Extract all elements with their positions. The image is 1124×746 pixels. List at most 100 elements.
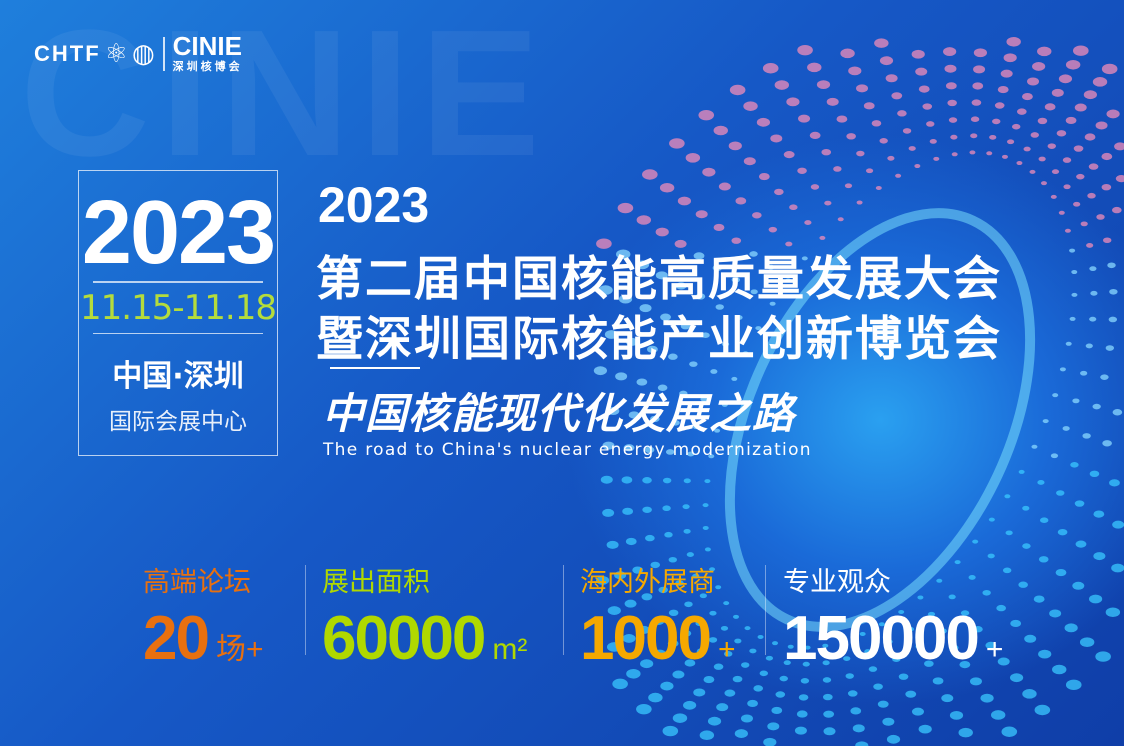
swirl-dot	[1095, 121, 1108, 130]
swirl-dot	[848, 66, 862, 76]
swirl-dot	[973, 48, 988, 58]
swirl-dot	[774, 80, 790, 90]
swirl-dot	[891, 92, 903, 100]
swirl-dot	[1079, 637, 1095, 648]
swirl-dot	[1052, 664, 1067, 675]
swirl-dot	[702, 167, 716, 177]
swirl-dot	[695, 620, 704, 627]
swirl-dot	[1006, 139, 1015, 145]
swirl-dot	[724, 689, 736, 697]
swirl-dot	[720, 625, 729, 631]
swirl-dot	[632, 566, 644, 574]
swirl-dot	[1095, 651, 1111, 662]
swirl-dot	[731, 376, 738, 381]
swirl-dot	[765, 655, 774, 661]
swirl-dot	[873, 683, 883, 690]
swirl-dot	[1112, 520, 1124, 529]
swirl-dot	[1101, 63, 1118, 75]
swirl-dot	[1037, 117, 1048, 125]
swirl-dot	[986, 151, 993, 156]
swirl-dot	[642, 169, 658, 180]
swirl-dot	[895, 173, 902, 178]
swirl-dot	[878, 622, 885, 627]
swirl-dot	[644, 446, 655, 454]
swirl-dot	[686, 552, 694, 557]
swirl-dot	[596, 238, 612, 249]
swirl-dot	[798, 694, 809, 701]
swirl-dot	[626, 668, 641, 679]
swirl-dot	[992, 118, 1001, 125]
swirl-dot	[973, 626, 983, 633]
swirl-dot	[615, 372, 628, 381]
swirl-dot	[970, 116, 980, 123]
swirl-dot	[708, 454, 715, 459]
swirl-dot	[692, 573, 700, 579]
swirl-dot	[954, 560, 961, 565]
swirl-dot	[941, 694, 954, 703]
swirl-dot	[701, 332, 710, 339]
swirl-dot	[1038, 649, 1052, 659]
swirl-dot	[850, 707, 862, 715]
swirl-dot	[882, 717, 895, 726]
swirl-dot	[1050, 453, 1059, 459]
swirl-dot	[944, 64, 957, 73]
swirl-dot	[847, 690, 858, 697]
swirl-dot	[1051, 88, 1064, 97]
swirl-dot	[794, 726, 807, 735]
swirl-dot	[636, 703, 652, 715]
swirl-dot	[856, 150, 865, 157]
swirl-dot	[692, 424, 700, 430]
swirl-dot	[704, 479, 711, 484]
swirl-dot	[704, 547, 711, 552]
swirl-dot	[1062, 426, 1070, 431]
swirl-dot	[682, 504, 690, 510]
swirl-dot	[612, 678, 628, 690]
swirl-dot	[824, 200, 832, 206]
swirl-dot	[906, 626, 915, 632]
swirl-dot	[823, 710, 835, 718]
swirl-dot	[640, 659, 654, 669]
swirl-dot	[1052, 393, 1059, 398]
swirl-dot	[951, 152, 958, 157]
swirl-dot	[943, 47, 957, 56]
swirl-dot	[1092, 77, 1108, 87]
subtitle: 中国核能现代化发展之路	[322, 389, 796, 438]
swirl-dot	[822, 643, 829, 648]
swirl-dot	[1024, 634, 1037, 643]
swirl-dot	[1005, 530, 1013, 536]
swirl-dot	[672, 713, 688, 723]
cinie-logo: CINIE 深圳核博会	[172, 31, 243, 73]
swirl-dot	[994, 102, 1005, 109]
swirl-dot	[918, 724, 932, 734]
swirl-dot	[660, 313, 671, 321]
swirl-dot	[1051, 169, 1060, 175]
swirl-dot	[947, 99, 957, 107]
swirl-dot	[687, 451, 695, 457]
swirl-dot	[865, 168, 874, 174]
swirl-dot	[855, 741, 869, 746]
swirl-dot	[607, 407, 620, 416]
swirl-dot	[821, 148, 832, 156]
swirl-dot	[741, 662, 750, 668]
logo-divider	[162, 37, 165, 71]
swirl-dot	[959, 660, 971, 669]
swirl-dot	[664, 531, 673, 538]
swirl-dot	[709, 567, 716, 572]
swirl-dot	[844, 183, 853, 189]
swirl-dot	[650, 415, 660, 423]
title-line-1: 第二届中国核能高质量发展大会	[316, 252, 1002, 307]
swirl-dot	[683, 700, 697, 710]
swirl-dot	[1112, 206, 1122, 214]
swirl-dot	[734, 729, 748, 738]
swirl-dot	[1069, 316, 1076, 321]
swirl-dot	[796, 710, 808, 718]
swirl-dot	[915, 643, 924, 650]
swirl-dot	[1073, 145, 1084, 152]
swirl-dot	[1106, 109, 1120, 119]
swirl-dot	[785, 278, 792, 283]
swirl-dot	[635, 260, 650, 270]
swirl-dot	[1065, 116, 1077, 125]
swirl-dot	[908, 146, 916, 151]
swirl-dot	[898, 673, 909, 680]
